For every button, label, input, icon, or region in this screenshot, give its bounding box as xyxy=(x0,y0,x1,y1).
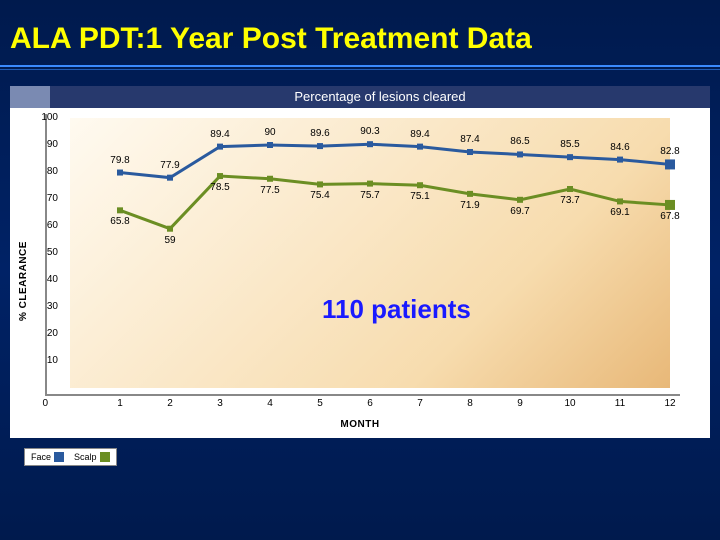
callout-text: 110 patients xyxy=(322,294,471,325)
data-label: 77.9 xyxy=(155,160,185,171)
series-line-scalp xyxy=(120,176,670,229)
data-marker xyxy=(417,182,423,188)
legend-swatch xyxy=(54,452,64,462)
series-line-face xyxy=(120,144,670,177)
line-layer xyxy=(10,108,690,408)
legend-item-face: Face xyxy=(31,452,64,462)
data-label: 79.8 xyxy=(105,155,135,166)
data-label: 90.3 xyxy=(355,126,385,137)
data-marker xyxy=(317,181,323,187)
chart-container: Percentage of lesions cleared 0102030405… xyxy=(10,86,710,438)
data-marker xyxy=(567,154,573,160)
data-label: 78.5 xyxy=(205,182,235,193)
data-label: 82.8 xyxy=(655,146,685,157)
x-axis-title: MONTH xyxy=(340,419,379,430)
banner-accent xyxy=(10,86,50,108)
data-label: 75.1 xyxy=(405,191,435,202)
data-label: 86.5 xyxy=(505,136,535,147)
data-marker xyxy=(467,191,473,197)
data-label: 85.5 xyxy=(555,139,585,150)
data-label: 69.7 xyxy=(505,206,535,217)
data-marker xyxy=(567,186,573,192)
plot-area: 0102030405060708090100123456789101112% C… xyxy=(10,108,710,438)
data-marker xyxy=(517,151,523,157)
data-label: 71.9 xyxy=(455,200,485,211)
data-label: 89.4 xyxy=(205,129,235,140)
data-marker xyxy=(167,226,173,232)
title-rule xyxy=(0,65,720,78)
data-marker xyxy=(417,144,423,150)
data-label: 69.1 xyxy=(605,207,635,218)
data-marker xyxy=(617,157,623,163)
data-marker xyxy=(167,175,173,181)
data-label: 67.8 xyxy=(655,211,685,222)
data-marker xyxy=(367,141,373,147)
data-marker xyxy=(217,173,223,179)
data-label: 65.8 xyxy=(105,216,135,227)
data-label: 90 xyxy=(255,127,285,138)
data-marker xyxy=(617,198,623,204)
data-marker xyxy=(317,143,323,149)
legend-swatch xyxy=(100,452,110,462)
data-marker xyxy=(665,200,675,210)
page-title: ALA PDT:1 Year Post Treatment Data xyxy=(0,0,720,65)
data-label: 84.6 xyxy=(605,142,635,153)
data-marker xyxy=(217,144,223,150)
data-label: 89.6 xyxy=(305,128,335,139)
data-marker xyxy=(517,197,523,203)
data-label: 77.5 xyxy=(255,185,285,196)
banner-title: Percentage of lesions cleared xyxy=(50,86,710,108)
data-marker xyxy=(267,142,273,148)
data-label: 75.4 xyxy=(305,190,335,201)
legend: Face Scalp xyxy=(24,448,117,466)
data-label: 59 xyxy=(155,235,185,246)
slide: ALA PDT:1 Year Post Treatment Data Perce… xyxy=(0,0,720,540)
data-label: 75.7 xyxy=(355,190,385,201)
data-label: 89.4 xyxy=(405,129,435,140)
legend-label: Face xyxy=(31,452,51,462)
data-label: 87.4 xyxy=(455,134,485,145)
legend-label: Scalp xyxy=(74,452,97,462)
data-label: 73.7 xyxy=(555,195,585,206)
chart-banner: Percentage of lesions cleared xyxy=(10,86,710,108)
data-marker xyxy=(267,176,273,182)
data-marker xyxy=(117,170,123,176)
legend-item-scalp: Scalp xyxy=(74,452,110,462)
data-marker xyxy=(367,181,373,187)
data-marker xyxy=(117,207,123,213)
data-marker xyxy=(665,159,675,169)
data-marker xyxy=(467,149,473,155)
